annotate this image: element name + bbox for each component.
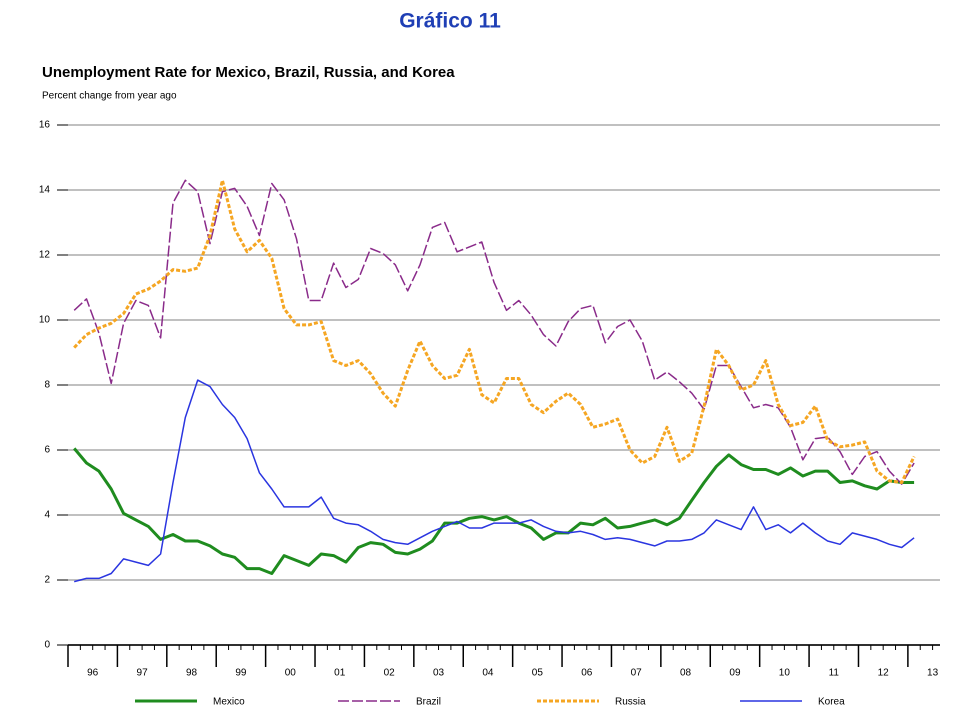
x-tick-label: 08: [680, 668, 692, 679]
x-tick-label: 98: [186, 668, 198, 679]
y-tick-label: 6: [44, 445, 50, 456]
y-tick-label: 10: [39, 315, 51, 326]
y-tick-label: 8: [44, 380, 50, 391]
chart-title: Unemployment Rate for Mexico, Brazil, Ru…: [42, 64, 455, 81]
x-tick-label: 00: [285, 668, 297, 679]
series-line: [73, 178, 916, 484]
legend-label: Mexico: [213, 697, 245, 708]
x-tick-label: 11: [829, 668, 840, 679]
x-tick-label: 99: [235, 668, 247, 679]
x-tick-label: 03: [433, 668, 445, 679]
x-tick-label: 01: [334, 668, 346, 679]
x-tick-label: 07: [631, 668, 643, 679]
y-tick-label: 14: [39, 185, 51, 196]
legend-label: Korea: [818, 697, 845, 708]
page-title: Gráfico 11: [399, 10, 501, 33]
x-tick-label: 05: [532, 668, 544, 679]
x-tick-label: 09: [729, 668, 741, 679]
series-line: [73, 447, 915, 575]
y-tick-label: 4: [44, 510, 50, 521]
x-tick-label: 06: [581, 668, 593, 679]
y-tick-label: 0: [44, 640, 50, 651]
x-tick-label: 02: [384, 668, 396, 679]
legend-label: Brazil: [416, 697, 441, 708]
legend-label: Russia: [615, 697, 646, 708]
series-line: [73, 179, 915, 485]
y-tick-label: 12: [39, 250, 51, 261]
y-tick-label: 2: [44, 575, 50, 586]
x-tick-label: 04: [482, 668, 494, 679]
x-tick-label: 97: [137, 668, 149, 679]
series-line: [74, 379, 915, 583]
chart-subtitle: Percent change from year ago: [42, 91, 177, 102]
y-tick-label: 16: [39, 120, 51, 131]
x-tick-label: 96: [87, 668, 99, 679]
x-tick-label: 12: [878, 668, 890, 679]
x-tick-label: 13: [927, 668, 939, 679]
x-tick-label: 10: [779, 668, 791, 679]
